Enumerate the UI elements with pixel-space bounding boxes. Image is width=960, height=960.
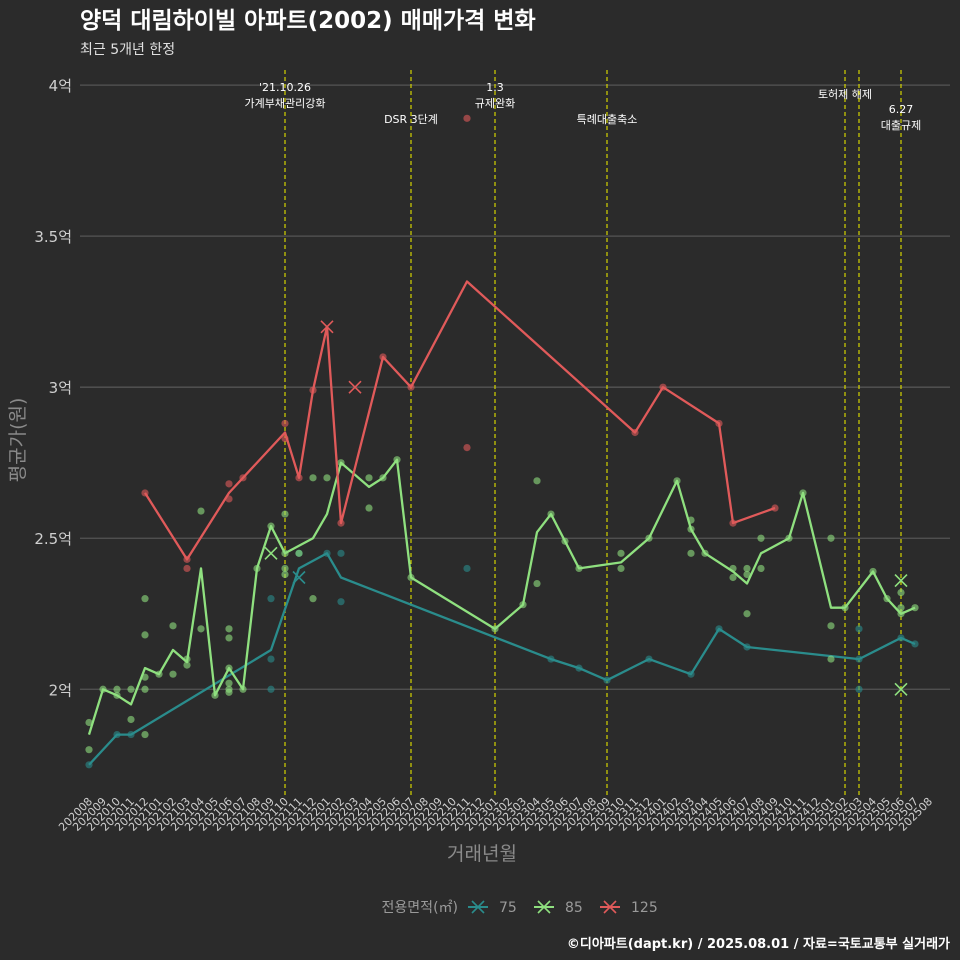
data-point-85 <box>827 534 835 542</box>
chart-title: 양덕 대림하이빌 아파트(2002) 매매가격 변화 <box>80 8 536 34</box>
y-tick-label: 3억 <box>49 379 72 397</box>
data-point-75 <box>463 564 471 573</box>
data-point-85 <box>743 570 751 579</box>
data-point-85 <box>533 477 541 485</box>
y-tick-label: 2억 <box>49 681 72 699</box>
data-point-85 <box>309 474 317 482</box>
data-point-85 <box>141 595 149 603</box>
cross-marker-125 <box>320 320 334 334</box>
data-point-85 <box>141 730 149 739</box>
legend-cross-75 <box>471 900 485 914</box>
data-point-85 <box>169 670 177 678</box>
data-point-85 <box>225 634 233 642</box>
event-label: 특례대출축소 <box>577 113 638 126</box>
data-point-85 <box>729 573 737 582</box>
data-point-85 <box>897 589 905 597</box>
data-point-85 <box>323 474 331 482</box>
data-point-85 <box>617 549 625 557</box>
x-axis: 2020082020092020102020112020122021012021… <box>56 795 935 834</box>
y-tick-label: 3.5억 <box>34 228 72 246</box>
data-point-75 <box>855 685 863 693</box>
y-tick-label: 2.5억 <box>34 530 72 548</box>
y-tick-label: 4억 <box>49 77 72 95</box>
data-point-85 <box>743 564 751 573</box>
legend-label-75: 75 <box>499 900 517 916</box>
data-point-85 <box>309 595 317 603</box>
legend-cross-85 <box>537 900 551 914</box>
data-point-85 <box>743 610 751 618</box>
chart-subtitle: 최근 5개년 한정 <box>80 42 175 58</box>
data-point-85 <box>281 570 289 579</box>
data-point-85 <box>183 661 191 669</box>
data-point-85 <box>897 604 905 612</box>
cross-marker-125 <box>348 380 362 394</box>
data-point-85 <box>295 549 303 557</box>
data-point-85 <box>141 685 149 693</box>
data-point-75 <box>267 655 275 663</box>
series-line-125 <box>144 280 776 561</box>
x-axis-label: 거래년월 <box>447 843 517 865</box>
data-point-85 <box>757 534 765 542</box>
data-point-85 <box>281 510 289 518</box>
legend-label-125: 125 <box>631 900 658 916</box>
legend-label-85: 85 <box>565 900 583 916</box>
cross-marker-85 <box>894 682 908 696</box>
data-point-85 <box>169 622 177 630</box>
cross-marker-85 <box>264 546 278 560</box>
cross-marker-75 <box>292 570 306 585</box>
y-axis: 2억 2.5억 3억 3.5억 4억 <box>34 77 72 699</box>
y-axis-label: 평균가(원) <box>7 398 29 483</box>
event-label: DSR 3단계 <box>384 113 438 126</box>
data-point-85 <box>197 507 205 515</box>
data-point-125 <box>281 419 289 428</box>
data-point-75 <box>267 685 275 693</box>
cross-marker-85 <box>894 573 908 588</box>
data-point-85 <box>827 655 835 663</box>
data-point-75 <box>267 595 275 603</box>
data-point-85 <box>127 685 135 693</box>
data-point-125 <box>463 114 471 122</box>
data-point-75 <box>337 598 345 606</box>
legend-cross-125 <box>603 900 617 914</box>
data-point-85 <box>197 625 205 633</box>
data-point-125 <box>183 564 191 573</box>
event-label: 가계부채관리강화 <box>245 97 326 110</box>
data-point-85 <box>687 549 695 557</box>
data-point-85 <box>225 625 233 633</box>
data-point-85 <box>225 679 233 687</box>
event-label: 1.3 <box>486 81 504 94</box>
y-gridlines <box>80 84 950 690</box>
series-layer <box>85 114 919 769</box>
data-point-85 <box>365 474 373 482</box>
data-point-85 <box>127 715 135 724</box>
data-point-85 <box>281 564 289 573</box>
series-line-85 <box>87 458 916 735</box>
event-label: '21.10.26 <box>259 81 311 94</box>
legend: 전용면적(㎡) 75 85 125 <box>382 900 658 916</box>
data-point-85 <box>827 622 835 630</box>
data-point-75 <box>855 625 863 633</box>
data-point-85 <box>225 685 233 693</box>
event-label: 규제완화 <box>475 97 515 110</box>
data-point-85 <box>141 631 149 639</box>
event-label: 6.27 <box>889 103 914 116</box>
data-point-75 <box>337 549 345 557</box>
data-point-85 <box>113 685 121 693</box>
legend-title: 전용면적(㎡) <box>382 900 458 916</box>
data-point-85 <box>757 564 765 573</box>
data-point-85 <box>365 504 373 512</box>
data-point-85 <box>533 579 541 588</box>
data-point-85 <box>85 718 93 727</box>
data-point-85 <box>85 746 93 754</box>
data-point-85 <box>617 564 625 573</box>
event-label: 토허제 해제 <box>818 87 872 101</box>
data-point-125 <box>225 480 233 488</box>
chart-caption: ©디아파트(dapt.kr) / 2025.08.01 / 자료=국토교통부 실… <box>567 936 950 952</box>
event-label: 대출규제 <box>881 119 921 132</box>
data-point-125 <box>463 444 471 452</box>
